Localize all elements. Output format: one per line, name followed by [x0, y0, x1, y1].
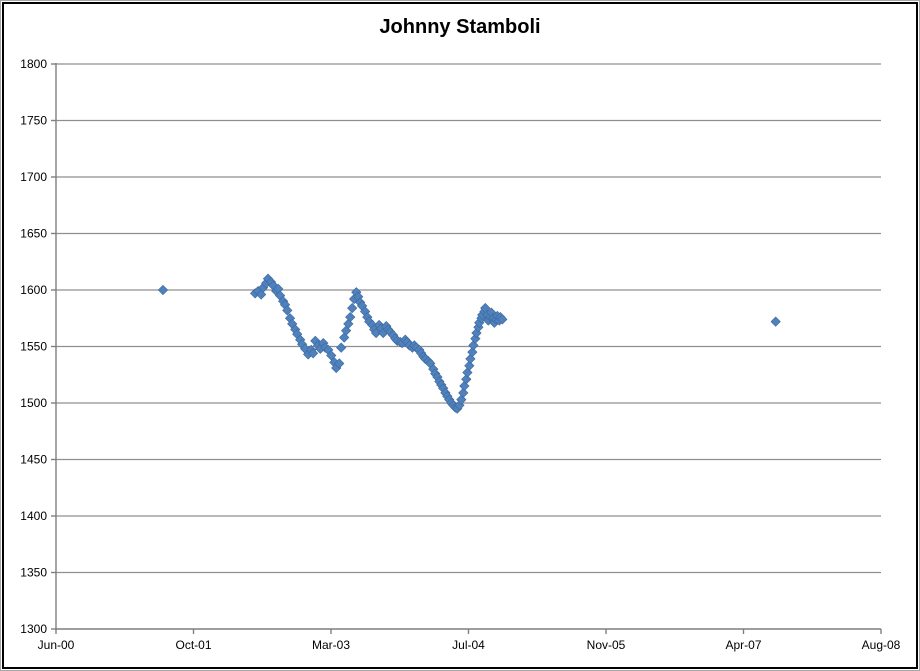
data-point	[347, 302, 358, 314]
y-tick-label: 1650	[20, 227, 47, 241]
y-tick-label: 1350	[20, 566, 47, 580]
data-point	[770, 316, 781, 327]
data-point	[282, 305, 293, 316]
data-point	[465, 353, 476, 365]
y-tick-label: 1300	[20, 622, 47, 636]
x-tick-label: Jul-04	[452, 638, 485, 652]
data-point	[345, 311, 356, 323]
x-tick-label: Nov-05	[587, 638, 626, 652]
data-point	[336, 342, 347, 353]
data-point	[341, 325, 352, 336]
data-point	[471, 327, 482, 339]
data-point	[157, 284, 169, 296]
y-tick-label: 1500	[20, 396, 47, 410]
x-tick-label: Mar-03	[312, 638, 350, 652]
data-point	[464, 360, 475, 371]
y-tick-label: 1750	[20, 114, 47, 128]
x-tick-label: Oct-01	[175, 638, 211, 652]
data-point	[497, 314, 508, 325]
data-point	[467, 347, 478, 358]
y-tick-label: 1550	[20, 340, 47, 354]
data-point	[461, 374, 472, 385]
x-tick-label: Apr-07	[725, 638, 761, 652]
data-point	[458, 387, 469, 398]
data-point	[308, 348, 319, 359]
y-tick-label: 1600	[20, 283, 47, 297]
y-tick-label: 1700	[20, 170, 47, 184]
chart-title: Johnny Stamboli	[379, 16, 541, 38]
x-tick-label: Jun-00	[38, 638, 75, 652]
y-tick-label: 1400	[20, 509, 47, 523]
x-tick-label: Aug-08	[862, 638, 901, 652]
y-tick-label: 1800	[20, 57, 47, 71]
y-tick-label: 1450	[20, 453, 47, 467]
data-point	[334, 358, 345, 369]
data-point	[470, 333, 481, 344]
